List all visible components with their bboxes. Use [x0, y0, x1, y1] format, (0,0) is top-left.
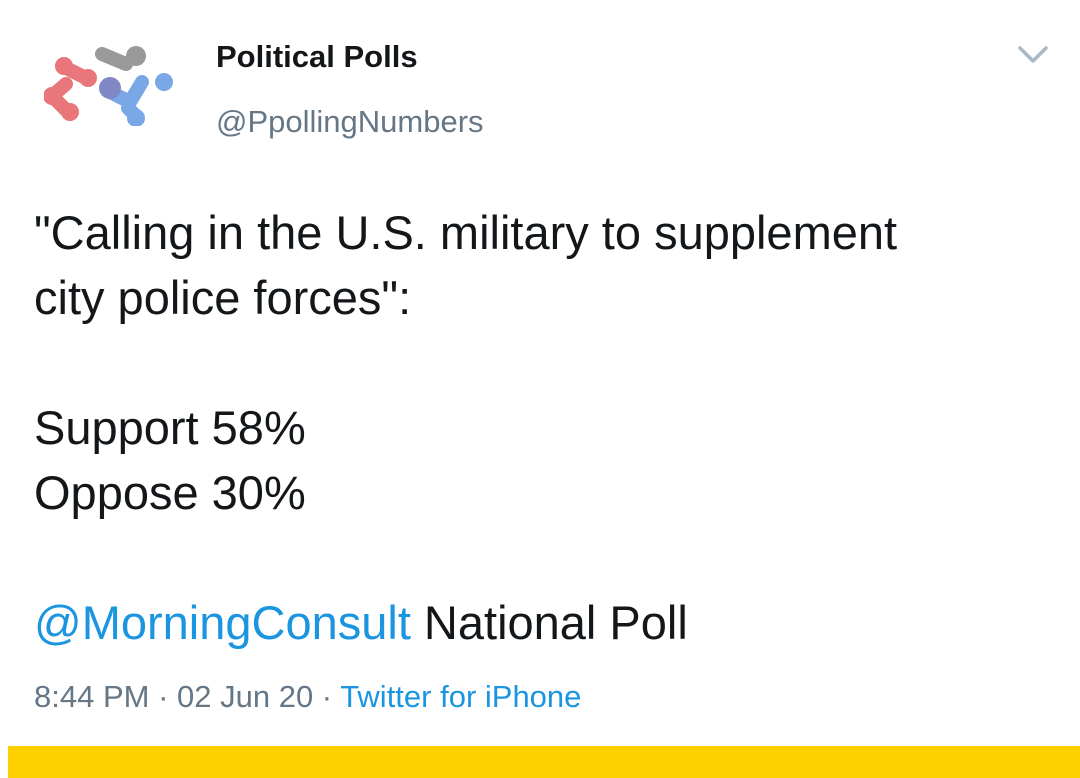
- tweet-meta: 8:44 PM · 02 Jun 20 · Twitter for iPhone: [34, 677, 581, 717]
- chevron-down-icon[interactable]: [1014, 40, 1052, 70]
- tweet-date[interactable]: 02 Jun 20: [177, 679, 314, 714]
- logo-node-red-bottom: [61, 103, 79, 121]
- tweet-text: "Calling in the U.S. military to supplem…: [34, 200, 1054, 655]
- logo-node-blue-bottom: [127, 109, 145, 126]
- logo-node-red-top: [55, 57, 73, 75]
- display-name[interactable]: Political Polls: [216, 39, 418, 74]
- tweet-source-link[interactable]: Twitter for iPhone: [340, 679, 582, 714]
- tweet-line-2: city police forces":: [34, 271, 412, 324]
- user-handle[interactable]: @PpollingNumbers: [216, 104, 484, 139]
- logo-node-gray: [126, 46, 146, 66]
- poll-label: National Poll: [410, 596, 688, 649]
- oppose-result: Oppose 30%: [34, 466, 306, 519]
- tweet-time[interactable]: 8:44 PM: [34, 679, 150, 714]
- tweet-line-1: "Calling in the U.S. military to supplem…: [34, 206, 898, 259]
- meta-separator-1: ·: [149, 679, 178, 714]
- logo-node-red-mid: [79, 69, 97, 87]
- logo-node-center: [99, 77, 121, 99]
- mention-link[interactable]: @MorningConsult: [34, 596, 411, 649]
- logo-gray-stroke: [95, 47, 133, 71]
- logo-node-blue-right: [155, 73, 173, 91]
- bottom-highlight-bar: [8, 746, 1080, 778]
- support-result: Support 58%: [34, 401, 306, 454]
- meta-separator-2: ·: [313, 679, 341, 714]
- profile-avatar[interactable]: [44, 46, 178, 126]
- source-line: @MorningConsult National Poll: [34, 590, 1054, 655]
- logo-node-red-left: [44, 87, 61, 105]
